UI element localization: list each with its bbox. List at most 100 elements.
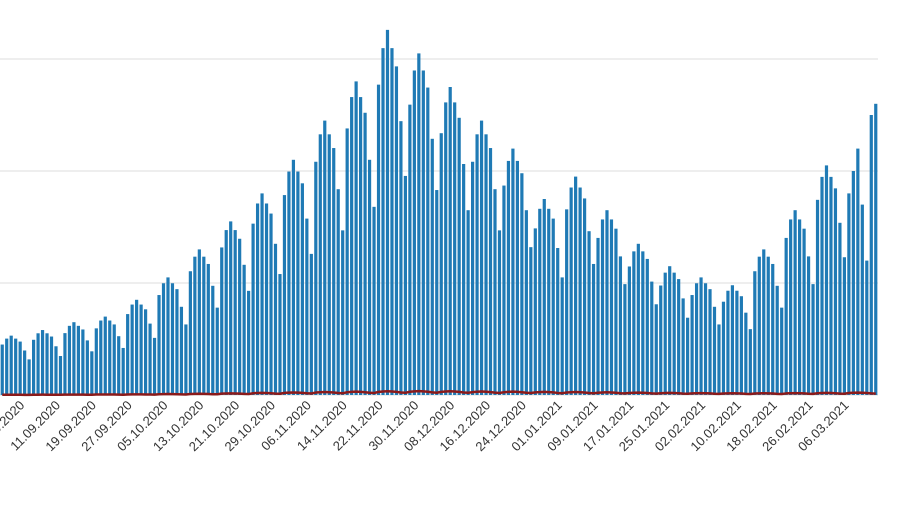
bar [636, 243, 640, 395]
bar [574, 176, 578, 395]
bar [305, 218, 309, 395]
bar [179, 306, 184, 395]
bar [251, 223, 255, 395]
bar [99, 320, 103, 395]
bar [668, 266, 672, 395]
bar [784, 237, 788, 395]
bar [403, 175, 408, 395]
bar [520, 173, 524, 395]
bar [444, 102, 448, 396]
bar [856, 148, 860, 395]
bar [426, 87, 430, 395]
bar [484, 134, 488, 395]
bar [14, 338, 18, 395]
bar [247, 290, 251, 395]
bar [126, 314, 130, 395]
bar [569, 187, 573, 395]
bar [721, 301, 726, 395]
bar [300, 183, 304, 395]
bar [677, 279, 681, 395]
bar [197, 249, 201, 395]
bar [448, 87, 452, 395]
bar [462, 164, 466, 395]
bar [90, 351, 94, 395]
bar [654, 304, 658, 395]
bar [170, 283, 175, 395]
bar [806, 256, 811, 395]
bar [72, 322, 76, 395]
bar [690, 295, 694, 395]
bar [23, 350, 27, 395]
bar [529, 247, 533, 395]
bar [130, 304, 134, 395]
bar [771, 263, 775, 395]
bar [744, 312, 748, 395]
bar [515, 160, 519, 395]
bar [291, 159, 296, 395]
bar [103, 316, 107, 395]
bar [524, 210, 528, 395]
bar [681, 298, 685, 395]
bar [824, 165, 829, 395]
bar [560, 277, 564, 395]
bar [780, 307, 784, 395]
bar [694, 283, 699, 395]
bar [659, 285, 663, 395]
bar [497, 230, 502, 395]
bar [703, 283, 708, 395]
bar [650, 281, 654, 395]
bar [851, 171, 855, 395]
bar [565, 209, 569, 395]
bar [0, 344, 4, 395]
bar [551, 218, 555, 395]
bar [45, 333, 49, 395]
bar [717, 324, 721, 395]
bar [542, 199, 546, 395]
bar [435, 190, 439, 395]
bar [578, 187, 582, 395]
bar [309, 253, 313, 395]
bar [332, 148, 336, 395]
bar [502, 185, 506, 395]
bar [359, 97, 363, 395]
bar [260, 193, 264, 395]
bar [453, 102, 457, 396]
bar [188, 271, 192, 395]
bar [390, 48, 394, 396]
bar [582, 198, 587, 395]
bar [645, 258, 649, 395]
bar [220, 247, 224, 395]
bar [94, 328, 98, 395]
bar [9, 335, 13, 395]
bar [215, 307, 219, 395]
bar [112, 324, 116, 395]
bar [36, 333, 40, 395]
bar [802, 228, 806, 395]
bar [412, 70, 416, 395]
bar [829, 176, 833, 395]
bar [345, 128, 349, 395]
bar [842, 257, 847, 395]
bar [323, 120, 327, 395]
bar [762, 249, 766, 395]
bar [269, 213, 273, 395]
bar [229, 221, 233, 395]
bar [135, 299, 139, 395]
bar [255, 203, 260, 395]
bar [350, 97, 354, 395]
bar [488, 148, 493, 395]
bar [40, 330, 45, 395]
bar [85, 340, 89, 395]
bar [157, 295, 161, 395]
bar [354, 81, 358, 396]
bar [121, 347, 125, 395]
bar [399, 121, 403, 395]
bar [748, 329, 752, 395]
bar [874, 103, 878, 396]
bar [587, 231, 591, 395]
bar [211, 285, 215, 395]
bar [224, 230, 228, 395]
bar [202, 256, 206, 395]
bar [175, 289, 179, 395]
bar [430, 138, 434, 396]
